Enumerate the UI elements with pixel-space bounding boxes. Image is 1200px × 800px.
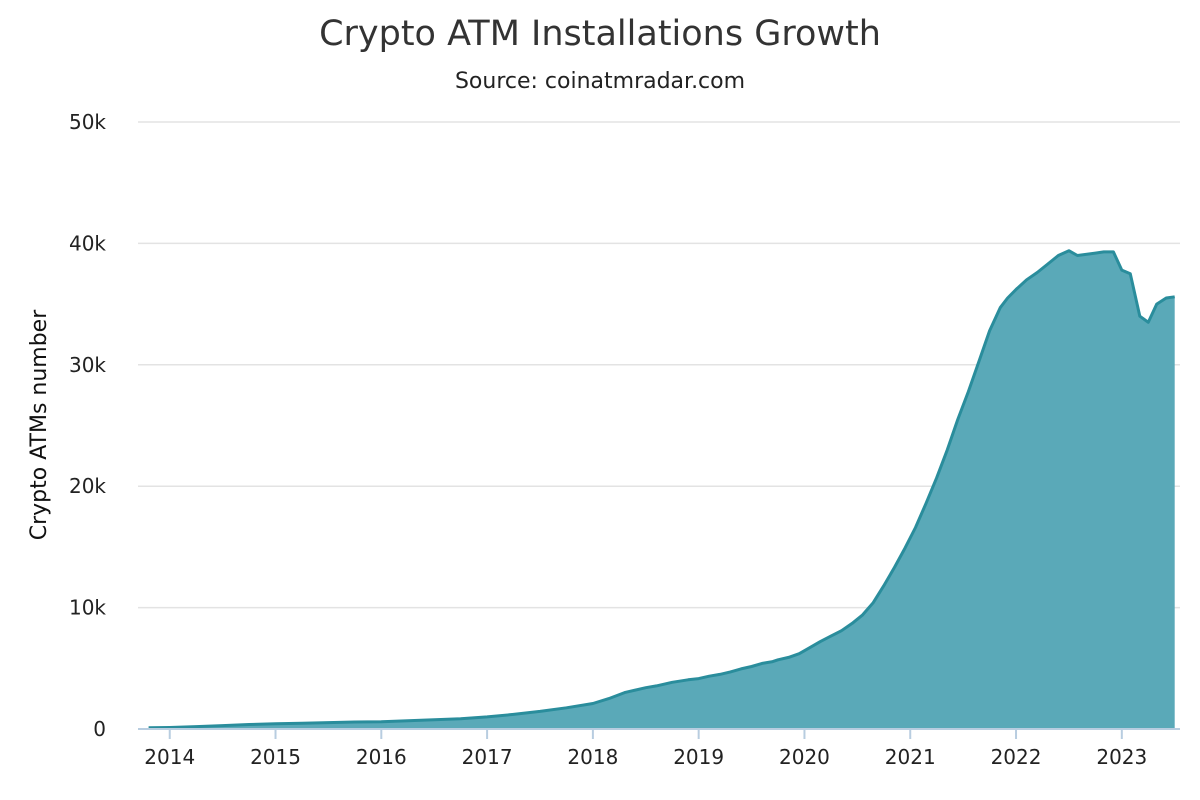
y-tick-label: 0 bbox=[93, 717, 106, 741]
y-tick-label: 30k bbox=[69, 353, 106, 377]
x-tick-label: 2023 bbox=[1096, 745, 1147, 769]
chart-title: Crypto ATM Installations Growth bbox=[319, 14, 881, 54]
y-axis: 0 10k 20k 30k 40k 50k bbox=[69, 110, 106, 741]
y-tick-label: 50k bbox=[69, 110, 106, 134]
x-tick-label: 2021 bbox=[885, 745, 936, 769]
series-line bbox=[148, 249, 1175, 730]
x-tick-label: 2015 bbox=[250, 745, 301, 769]
x-tick-label: 2016 bbox=[356, 745, 407, 769]
x-tick-label: 2019 bbox=[673, 745, 724, 769]
x-tick-label: 2017 bbox=[462, 745, 513, 769]
y-tick-label: 40k bbox=[69, 231, 106, 255]
chart-subtitle: Source: coinatmradar.com bbox=[454, 69, 746, 94]
x-tick-label: 2022 bbox=[991, 745, 1042, 769]
x-tick-label: 2020 bbox=[779, 745, 830, 769]
x-tick-label: 2014 bbox=[144, 745, 195, 769]
area-fill bbox=[148, 250, 1175, 729]
y-tick-label: 20k bbox=[69, 474, 106, 498]
x-tick-label: 2018 bbox=[567, 745, 618, 769]
y-tick-label: 10k bbox=[69, 596, 106, 620]
y-axis-label: Crypto ATMs number bbox=[27, 309, 52, 541]
area-series bbox=[148, 249, 1175, 730]
x-axis: 2014 2015 2016 2017 2018 2019 2020 2021 2022 2023 bbox=[138, 728, 1180, 769]
